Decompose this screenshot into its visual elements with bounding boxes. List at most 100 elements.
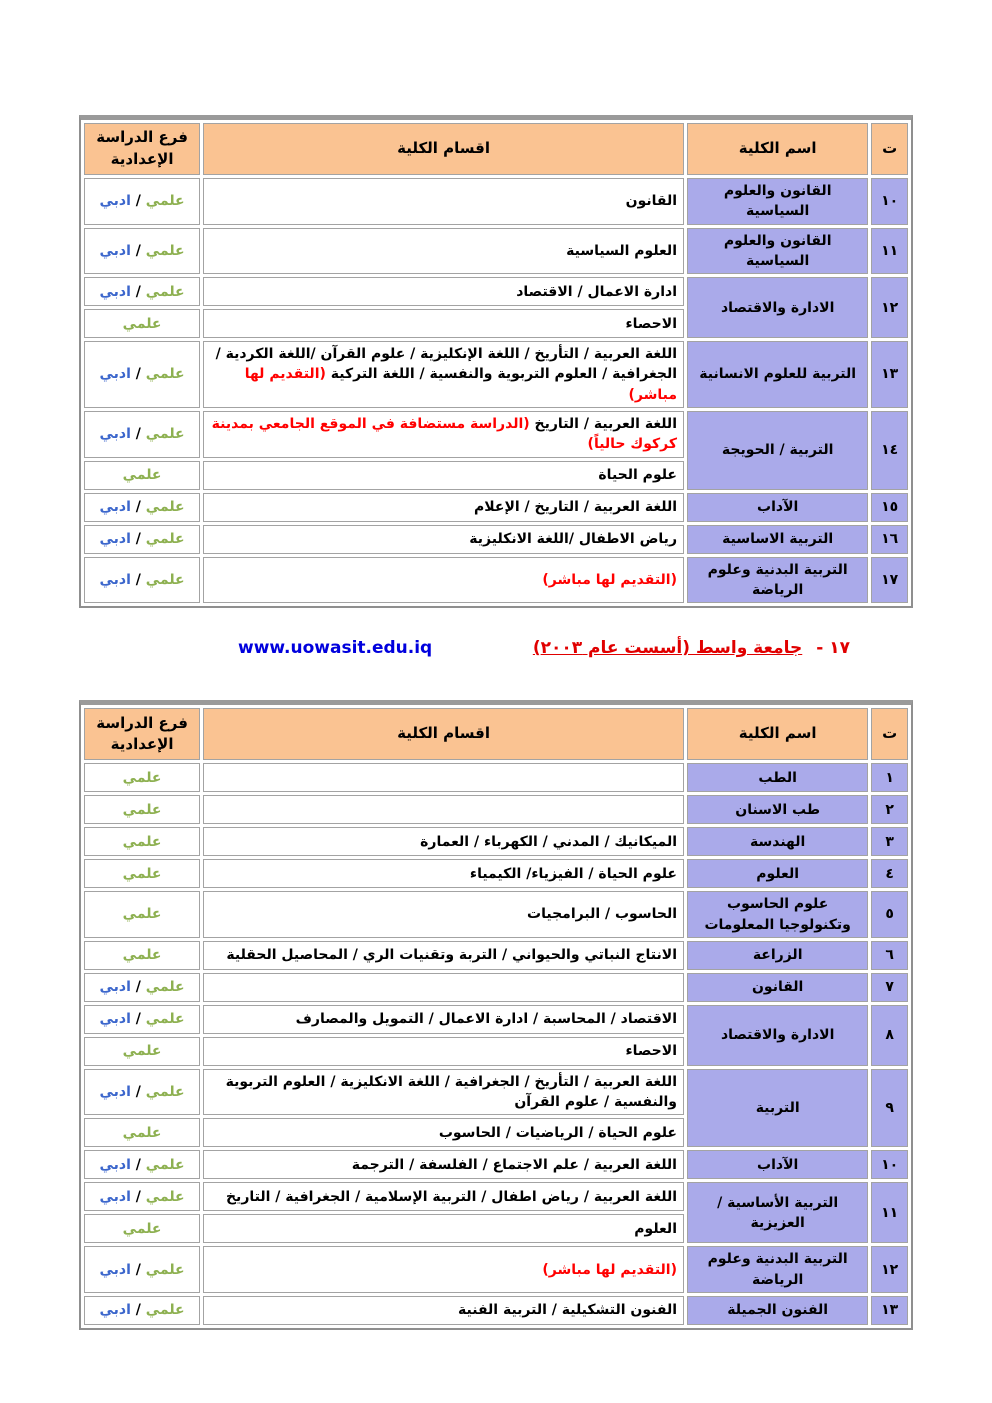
row-number: ١٧ — [871, 556, 908, 604]
branch-separator: / — [130, 531, 146, 548]
branch-separator: / — [130, 1261, 146, 1278]
branch-literary: ادبي — [99, 1156, 131, 1173]
departments-cell: الانتاج النباتي والحيواني / التربة وتقني… — [203, 940, 684, 970]
branch-scientific: علمي — [145, 283, 185, 300]
university-name: جامعة واسط (أسست عام ٢٠٠٣) — [532, 638, 803, 659]
departments-cell: اللغة العربية / رياض اطفال / التربية الإ… — [203, 1182, 684, 1212]
branch-literary: ادبي — [99, 979, 131, 996]
branch-cell: علمي / ادبي — [84, 1004, 201, 1034]
departments-cell: اللغة العربية / التاريخ / الإعلام — [203, 492, 684, 522]
university-title: ١٧ - جامعة واسط (أسست عام ٢٠٠٣) — [533, 638, 850, 658]
branch-scientific: علمي — [145, 1302, 185, 1319]
row-number: ١٥ — [871, 492, 908, 522]
branch-literary: ادبي — [99, 1011, 131, 1028]
table-header-row: ت اسم الكلية اقسام الكلية فرع الدراسة ال… — [84, 123, 908, 175]
branch-literary: ادبي — [99, 1302, 131, 1319]
branch-separator: / — [130, 283, 146, 300]
table-row: ١ الطب علمي — [84, 763, 908, 793]
table-row: ١٣ الفنون الجميلة الفنون التشكيلية / الت… — [84, 1296, 908, 1326]
college-name: الآداب — [687, 492, 869, 522]
branch-scientific: علمي — [145, 571, 185, 588]
branch-literary: ادبي — [99, 283, 131, 300]
colleges-table-wasit: ت اسم الكلية اقسام الكلية فرع الدراسة ال… — [79, 700, 913, 1331]
branch-scientific: علمي — [145, 1084, 185, 1100]
table-row: ١٢ التربية البدنية وعلوم الرياضة (التقدي… — [84, 1246, 908, 1294]
branch-cell: علمي / ادبي — [84, 341, 201, 409]
dept-text: الاحصاء — [625, 1043, 677, 1060]
branch-literary: ادبي — [99, 242, 131, 259]
branch-separator: / — [130, 1188, 146, 1205]
dept-text: الاحصاء — [625, 315, 677, 332]
branch-cell: علمي / ادبي — [84, 1296, 201, 1326]
table-row: ١١ القانون والعلوم السياسية العلوم السيا… — [84, 227, 908, 275]
dept-note-red: (التقديم لها مباشر) — [542, 571, 677, 588]
departments-cell: (التقديم لها مباشر) — [203, 1246, 684, 1294]
branch-cell: علمي — [84, 763, 201, 793]
header-departments: اقسام الكلية — [203, 708, 684, 761]
table-subrow: علوم الحياة علمي — [84, 460, 908, 490]
branch-separator: / — [130, 366, 146, 383]
branch-literary: ادبي — [99, 193, 131, 210]
departments-cell: الاحصاء — [203, 1036, 684, 1066]
branch-scientific: علمي — [145, 1188, 185, 1205]
branch-scientific: علمي — [122, 315, 162, 332]
branch-separator: / — [130, 1011, 146, 1028]
branch-cell: علمي / ادبي — [84, 972, 201, 1002]
branch-separator: / — [130, 979, 146, 996]
departments-cell: اللغة العربية / التاريخ (الدراسة مستضافة… — [203, 411, 684, 458]
branch-scientific: علمي — [145, 426, 185, 443]
branch-scientific: علمي — [145, 242, 185, 259]
branch-separator: / — [130, 1302, 146, 1319]
table-header-row: ت اسم الكلية اقسام الكلية فرع الدراسة ال… — [84, 708, 908, 761]
departments-cell: القانون — [203, 178, 684, 225]
branch-scientific: علمي — [122, 865, 162, 882]
college-name: الفنون الجميلة — [687, 1296, 869, 1326]
college-name: القانون — [687, 972, 869, 1002]
header-branch: فرع الدراسة الإعدادية — [84, 123, 201, 175]
college-name: التربية البدنية وعلوم الرياضة — [687, 556, 869, 604]
branch-scientific: علمي — [122, 801, 162, 818]
table-row: ٢ طب الاسنان علمي — [84, 795, 908, 825]
branch-literary: ادبي — [99, 1261, 131, 1278]
branch-scientific: علمي — [145, 1011, 185, 1028]
table-row: ٧ القانون علمي / ادبي — [84, 972, 908, 1002]
departments-cell: اللغة العربية / التأريخ / اللغة الإنكليز… — [203, 341, 684, 409]
dept-text: القانون — [625, 193, 677, 210]
university-url-link[interactable]: www.uowasit.edu.iq — [238, 638, 433, 659]
branch-cell: علمي — [84, 891, 201, 938]
branch-literary: ادبي — [99, 1084, 131, 1100]
dept-text: اللغة العربية / التأريخ / الجغرافية / ال… — [225, 1073, 677, 1111]
row-number: ١١ — [871, 227, 908, 275]
row-number: ٨ — [871, 1004, 908, 1066]
branch-separator: / — [130, 1084, 146, 1100]
departments-cell: اللغة العربية / التأريخ / الجغرافية / ال… — [203, 1068, 684, 1116]
table-row: ١٠ القانون والعلوم السياسية القانون علمي… — [84, 178, 908, 225]
college-name: التربية — [687, 1068, 869, 1148]
row-number: ١٢ — [871, 1246, 908, 1294]
branch-separator: / — [130, 426, 146, 443]
dept-text: رياض الاطفال /اللغة الانكليزية — [469, 531, 677, 548]
branch-scientific: علمي — [122, 1043, 162, 1060]
row-number: ٢ — [871, 795, 908, 825]
table-row: ١١ التربية الأساسية / العزيزية اللغة الع… — [84, 1182, 908, 1244]
departments-cell: العلوم السياسية — [203, 227, 684, 275]
college-name: التربية البدنية وعلوم الرياضة — [687, 1246, 869, 1294]
college-name: علوم الحاسوب وتكنولوجيا المعلومات — [687, 891, 869, 938]
college-name: التربية الاساسية — [687, 524, 869, 554]
college-name: الهندسة — [687, 827, 869, 857]
college-name: القانون والعلوم السياسية — [687, 227, 869, 275]
table-row: ١٥ الآداب اللغة العربية / التاريخ / الإع… — [84, 492, 908, 522]
departments-cell: الاحصاء — [203, 309, 684, 339]
branch-cell: علمي / ادبي — [84, 227, 201, 275]
dept-text: اللغة العربية / التاريخ / الإعلام — [474, 499, 677, 516]
row-number: ١١ — [871, 1182, 908, 1244]
departments-cell: ادارة الاعمال / الاقتصاد — [203, 277, 684, 307]
college-name: الزراعة — [687, 940, 869, 970]
document-page: ت اسم الكلية اقسام الكلية فرع الدراسة ال… — [0, 115, 992, 1403]
header-num: ت — [871, 708, 908, 761]
table-row: ١٤ التربية / الحويجة اللغة العربية / الت… — [84, 411, 908, 490]
college-name: الآداب — [687, 1150, 869, 1180]
departments-cell: اللغة العربية / علم الاجتماع / الفلسفة /… — [203, 1150, 684, 1180]
header-college: اسم الكلية — [687, 123, 869, 175]
departments-cell: علوم الحياة — [203, 460, 684, 490]
